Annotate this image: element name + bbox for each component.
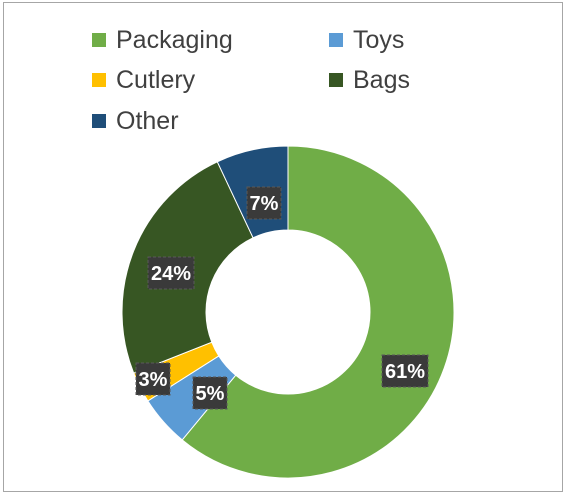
legend-swatch — [92, 33, 106, 47]
legend-label: Cutlery — [116, 66, 196, 94]
data-label-box — [381, 354, 429, 388]
data-label-box — [192, 376, 228, 410]
legend-swatch — [329, 33, 343, 47]
data-label-other: 7% — [246, 186, 282, 220]
data-label-cutlery: 3% — [135, 362, 171, 396]
legend-item-toys: Toys — [329, 26, 404, 54]
legend-swatch — [329, 73, 343, 87]
legend-swatch — [92, 114, 106, 128]
data-label-box — [147, 256, 195, 290]
data-label-bags: 24% — [147, 256, 195, 290]
data-label-text: 61% — [385, 361, 425, 383]
data-label-text: 7% — [250, 193, 279, 215]
legend-label: Bags — [353, 66, 410, 94]
data-label-box — [135, 362, 171, 396]
legend-item-cutlery: Cutlery — [92, 66, 195, 94]
data-label-packaging: 61% — [381, 354, 429, 388]
legend-swatch — [92, 73, 106, 87]
data-label-text: 3% — [139, 369, 168, 391]
legend-item-bags: Bags — [329, 66, 410, 94]
data-label-box — [246, 186, 282, 220]
data-label-toys: 5% — [192, 376, 228, 410]
legend-label: Toys — [353, 26, 405, 54]
data-label-text: 24% — [151, 263, 191, 285]
legend-label: Other — [116, 107, 179, 135]
slice-packaging — [181, 145, 455, 479]
legend-item-other: Other — [92, 107, 179, 135]
data-label-text: 5% — [196, 383, 225, 405]
legend-item-packaging: Packaging — [92, 26, 233, 54]
legend-label: Packaging — [116, 26, 233, 54]
